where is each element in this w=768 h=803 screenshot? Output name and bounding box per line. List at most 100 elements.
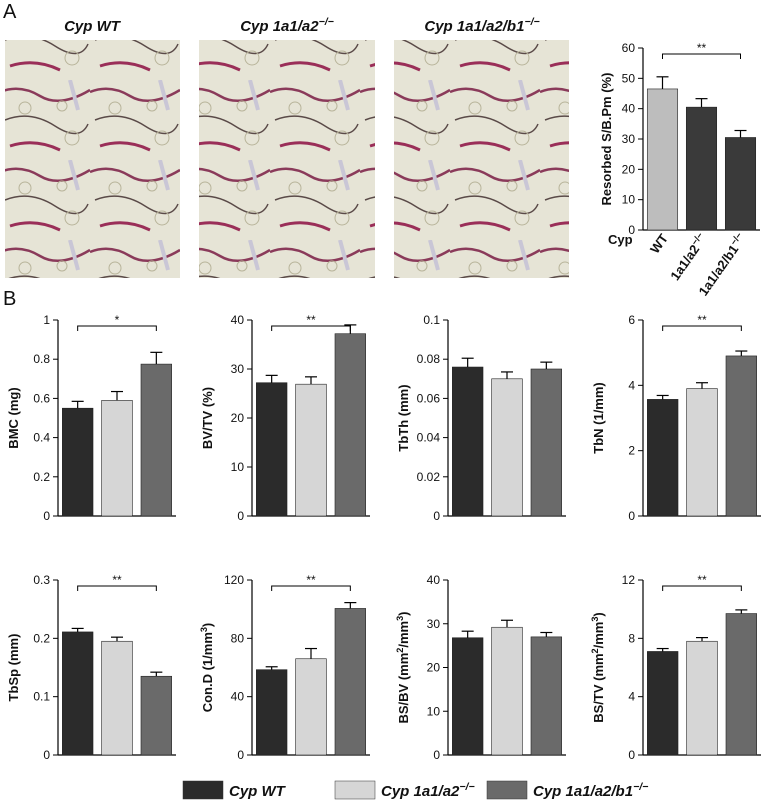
y-axis-label-part: /mm xyxy=(591,622,606,649)
y-tick-label: 0 xyxy=(433,509,440,523)
error-bar xyxy=(656,394,669,400)
significance-bracket xyxy=(662,585,742,591)
error-bar xyxy=(265,374,278,383)
image-caption: Cyp WT xyxy=(64,18,122,35)
y-tick-label: 40 xyxy=(231,690,245,704)
x-tick-label: WT xyxy=(647,231,671,256)
error-bar xyxy=(696,382,708,389)
error-bar xyxy=(735,609,748,614)
bar xyxy=(101,640,133,756)
y-axis-label-part: TbSp (mm) xyxy=(6,634,21,702)
significance-label: ** xyxy=(697,313,707,327)
significance-bracket xyxy=(271,585,351,591)
error-bar xyxy=(150,351,163,365)
legend-swatch xyxy=(334,780,376,800)
bar xyxy=(647,399,679,517)
error-bar xyxy=(71,627,84,632)
y-axis-label-part: Resorbed S/B.Pm (%) xyxy=(599,73,614,206)
y-axis-label-part: BS/BV (mm xyxy=(396,653,411,724)
y-axis-label: Resorbed S/B.Pm (%) xyxy=(599,73,614,206)
error-bar xyxy=(540,361,553,369)
y-tick-label: 10 xyxy=(427,704,441,718)
bar xyxy=(491,378,523,517)
y-tick-label: 0 xyxy=(433,748,440,762)
y-tick-label: 0 xyxy=(43,748,50,762)
bar xyxy=(647,651,679,756)
y-tick-label: 4 xyxy=(628,690,635,704)
y-axis-label-part: BV/TV (%) xyxy=(200,387,215,449)
significance-bracket xyxy=(662,53,741,59)
legend-label-part: Cyp WT xyxy=(229,783,287,800)
legend-label-part: −/− xyxy=(459,781,474,793)
error-bar xyxy=(695,98,708,108)
y-tick-label: 10 xyxy=(622,193,636,207)
y-tick-label: 0 xyxy=(43,509,50,523)
y-axis-label-part: ) xyxy=(396,612,411,616)
y-axis-label-part: BS/TV (mm xyxy=(591,653,606,722)
bar xyxy=(646,88,679,231)
error-bar xyxy=(656,647,669,652)
image-caption-part: −/− xyxy=(319,16,334,28)
significance-label: ** xyxy=(697,41,707,55)
y-tick-label: 80 xyxy=(231,631,245,645)
y-tick-label: 0.02 xyxy=(417,470,441,484)
y-tick-label: 4 xyxy=(628,378,635,392)
significance-bracket xyxy=(77,325,157,331)
y-tick-label: 0 xyxy=(237,748,244,762)
x-tick-label-part: 1a1/a2/b1 xyxy=(696,242,742,299)
y-axis-label-part: ) xyxy=(591,612,606,616)
bar xyxy=(686,640,718,756)
y-axis-label: TbSp (mm) xyxy=(6,634,21,702)
error-bar xyxy=(305,376,317,385)
y-tick-label: 12 xyxy=(622,573,636,587)
bar xyxy=(452,366,484,517)
legend-label: Cyp 1a1/a2/b1−/− xyxy=(533,781,648,800)
x-tick-label: 1a1/a2/b1−/− xyxy=(695,231,749,299)
y-tick-label: 0.1 xyxy=(33,690,50,704)
legend-label-part: −/− xyxy=(633,781,648,793)
y-tick-label: 10 xyxy=(231,460,245,474)
y-axis-label-part: 3 xyxy=(199,627,209,632)
significance-label: * xyxy=(115,313,120,327)
bar xyxy=(686,388,718,517)
error-bar xyxy=(735,350,748,356)
y-axis-label: BV/TV (%) xyxy=(200,387,215,449)
bar xyxy=(530,368,562,517)
image-caption-part: −/− xyxy=(524,16,539,28)
y-tick-label: 0.6 xyxy=(33,391,50,405)
y-tick-label: 30 xyxy=(622,132,636,146)
error-bar xyxy=(461,357,474,368)
legend-swatch xyxy=(486,780,528,800)
y-tick-label: 0 xyxy=(628,748,635,762)
bar xyxy=(334,333,366,517)
y-tick-label: 20 xyxy=(427,661,441,675)
bar xyxy=(101,400,133,517)
micrograph xyxy=(199,40,375,278)
legend-label-part: Cyp 1a1/a2 xyxy=(381,783,460,800)
y-axis-label-part: 3 xyxy=(590,617,600,622)
y-tick-label: 1 xyxy=(43,313,50,327)
error-bar xyxy=(344,602,357,609)
y-axis-label-part: 3 xyxy=(395,616,405,621)
micrograph xyxy=(5,40,180,278)
x-tick-label: 1a1/a2−/− xyxy=(666,231,709,284)
micrograph xyxy=(394,40,569,278)
y-axis-label: Con.D (1/mm3) xyxy=(199,623,215,713)
bar xyxy=(724,137,757,231)
y-tick-label: 60 xyxy=(622,41,636,55)
y-axis-label-part: 2 xyxy=(395,648,405,653)
bar xyxy=(256,669,288,756)
y-tick-label: 30 xyxy=(231,362,245,376)
bar xyxy=(530,636,562,756)
x-tick-label-part: 1a1/a2 xyxy=(667,242,702,283)
y-tick-label: 0.8 xyxy=(33,352,50,366)
error-bar xyxy=(461,630,474,638)
y-axis-label-part: /mm xyxy=(396,621,411,648)
legend-label: Cyp WT xyxy=(229,783,287,800)
y-tick-label: 40 xyxy=(231,313,245,327)
significance-label: ** xyxy=(306,313,316,327)
y-tick-label: 0.4 xyxy=(33,431,50,445)
error-bar xyxy=(265,666,278,670)
y-tick-label: 6 xyxy=(628,313,635,327)
